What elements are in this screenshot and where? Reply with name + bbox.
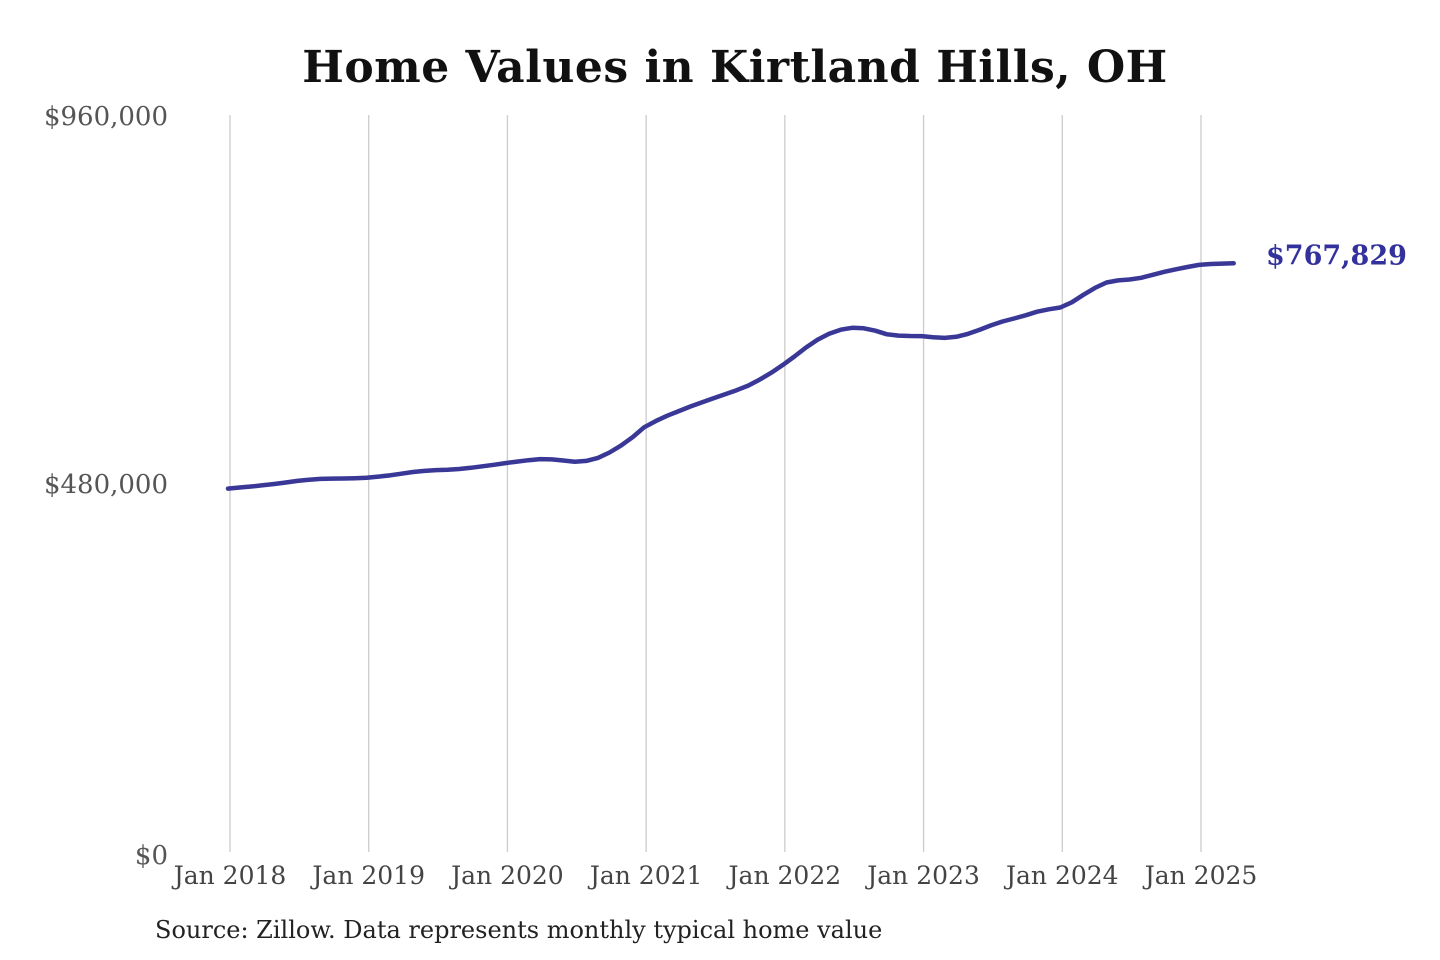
x-axis-tick-label: Jan 2023 — [867, 861, 980, 890]
x-axis-tick-label: Jan 2020 — [451, 861, 564, 890]
source-note: Source: Zillow. Data represents monthly … — [155, 916, 883, 944]
y-axis-tick-label: $0 — [134, 841, 168, 871]
x-axis-tick-label: Jan 2021 — [589, 861, 703, 890]
x-axis-tick-label: Jan 2024 — [1005, 861, 1119, 890]
y-axis-tick-label: $480,000 — [43, 470, 168, 500]
x-axis-tick-label: Jan 2025 — [1144, 861, 1258, 890]
home-value-line — [225, 261, 1236, 491]
end-value-label: $767,829 — [1266, 240, 1407, 272]
chart-title: Home Values in Kirtland Hills, OH — [302, 42, 1168, 93]
x-axis-tick-label: Jan 2018 — [173, 861, 287, 890]
y-axis-tick-label: $960,000 — [43, 102, 168, 132]
gridline-group — [229, 115, 1202, 852]
x-axis-tick-label: Jan 2019 — [312, 861, 426, 890]
x-axis-tick-label: Jan 2022 — [728, 861, 842, 890]
